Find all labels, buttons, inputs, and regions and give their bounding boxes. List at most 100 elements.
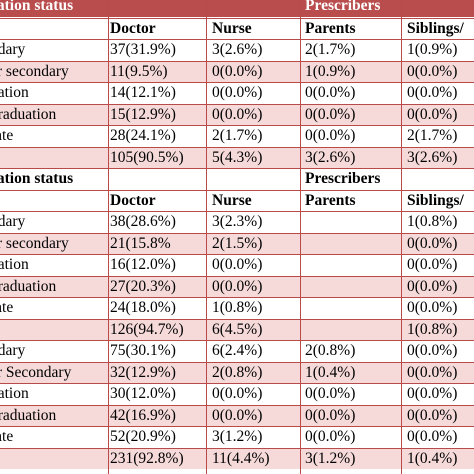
table-cell: 0(0.0%) xyxy=(407,234,458,252)
table-cell: Parents xyxy=(305,19,356,37)
row-label-cell: uation xyxy=(0,256,29,273)
table-cell: 1(0.4%) xyxy=(407,449,458,467)
table-cell: Doctor xyxy=(110,191,156,209)
table-cell: 5(4.3%) xyxy=(212,148,263,166)
row-label-cell: graduation xyxy=(0,406,57,424)
row-label-cell: rate xyxy=(0,428,14,445)
table-cell: 2(0.8%) xyxy=(212,363,263,381)
table-cell: 1(0.8%) xyxy=(212,299,263,316)
table-cell: 105(90.5%) xyxy=(110,148,184,166)
table-cell: 32(12.9%) xyxy=(110,363,176,381)
table-cell: Prescribers xyxy=(305,170,381,187)
table-cell: Nurse xyxy=(212,19,252,37)
table-cell: 0(0.0%) xyxy=(305,105,356,123)
table-row: er secondary 11(9.5%) 0(0.0%) 1(0.9%) 0(0.0%… xyxy=(0,60,474,82)
row-label-cell: ndary xyxy=(0,342,26,359)
table-row: rate 52(20.9%) 3(1.2%) 0(0.0%) 0(0.0%) xyxy=(0,426,474,447)
table-cell: 3(1.2%) xyxy=(305,449,356,467)
table-cell: 14(12.1%) xyxy=(110,84,176,101)
table-cell: 0(0.0%) xyxy=(407,406,458,424)
table-cell: 1(0.4%) xyxy=(305,363,356,381)
table-cell: 126(94.7%) xyxy=(110,320,184,338)
row-label-cell: rate xyxy=(0,299,14,316)
table-cell: 0(0.0%) xyxy=(407,342,458,359)
table-cell: 2(1.7%) xyxy=(305,41,356,58)
row-label-cell: graduation xyxy=(0,277,57,295)
table-row: er secondary 21(15.8% 2(1.5%) 0(0.0%) xyxy=(0,232,474,254)
table-row: ndary 75(30.1%) 6(2.4%) 2(0.8%) 0(0.0%) xyxy=(0,340,474,361)
table-cell: Prescribers xyxy=(305,0,381,14)
table-cell: 0(0.0%) xyxy=(212,84,263,101)
table-cell: 24(18.0%) xyxy=(110,299,176,316)
table-cell: 0(0.0%) xyxy=(407,363,458,381)
table-row: uation 30(12.0%) 0(0.0%) 0(0.0%) 0(0.0%) xyxy=(0,383,474,404)
table-row: graduation 15(12.9%) 0(0.0%) 0(0.0%) 0(0.0%) xyxy=(0,103,474,125)
table-cell: Siblings/ xyxy=(407,19,464,37)
table-cell: 0(0.0%) xyxy=(212,62,263,80)
row-label-cell: graduation xyxy=(0,105,57,123)
row-label-cell: er Secondary xyxy=(0,363,72,381)
table-row: ndary 37(31.9%) 3(2.6%) 2(1.7%) 1(0.9%) xyxy=(0,39,474,60)
table-cell: 11(4.4%) xyxy=(212,449,270,467)
table-cell: 1(0.8%) xyxy=(407,320,458,338)
table-cell: 0(0.0%) xyxy=(305,406,356,424)
table-cell: 3(2.6%) xyxy=(305,148,356,166)
table-row: Doctor Nurse Parents Siblings/ xyxy=(0,17,474,39)
table-cell: 2(1.5%) xyxy=(212,234,263,252)
table-row: 231(92.8%) 11(4.4%) 3(1.2%) 1(0.4%) xyxy=(0,447,474,469)
table-cell: 0(0.0%) xyxy=(407,428,458,445)
table-row: 105(90.5%) 5(4.3%) 3(2.6%) 3(2.6%) xyxy=(0,146,474,168)
table-cell: 0(0.0%) xyxy=(407,105,458,123)
table-cell: 0(0.0%) xyxy=(407,385,458,402)
table-cell: 3(1.2%) xyxy=(212,428,263,445)
table-cell: Doctor xyxy=(110,19,156,37)
table-cell: Nurse xyxy=(212,191,252,209)
table-row: uation 14(12.1%) 0(0.0%) 0(0.0%) 0(0.0%) xyxy=(0,82,474,103)
table-row: cation status Prescribers xyxy=(0,168,474,189)
table-cell: 1(0.9%) xyxy=(305,62,356,80)
table-cell: 28(24.1%) xyxy=(110,127,176,144)
table-row: ndary 38(28.6%) 3(2.3%) 1(0.8%) xyxy=(0,211,474,232)
table-row: uation 16(12.0%) 0(0.0%) 0(0.0%) xyxy=(0,254,474,275)
row-label-cell: er secondary xyxy=(0,62,69,80)
column-divider xyxy=(108,0,109,474)
table-row: er Secondary 32(12.9%) 2(0.8%) 1(0.4%) 0(0.0… xyxy=(0,361,474,383)
table-cell: 0(0.0%) xyxy=(305,84,356,101)
table-cell: 37(31.9%) xyxy=(110,41,176,58)
table-cell: 0(0.0%) xyxy=(212,105,263,123)
table-cell: 21(15.8% xyxy=(110,234,171,252)
row-label-cell: ndary xyxy=(0,213,26,230)
table-cell: 0(0.0%) xyxy=(407,277,458,295)
table-cell: 30(12.0%) xyxy=(110,385,176,402)
table-cell: 1(0.8%) xyxy=(407,213,458,230)
table-cell: 0(0.0%) xyxy=(305,385,356,402)
table-row: rate 28(24.1%) 2(1.7%) 0(0.0%) 2(1.7%) xyxy=(0,125,474,146)
table-cell: 16(12.0%) xyxy=(110,256,176,273)
table-cell: 1(0.9%) xyxy=(407,41,458,58)
table-cell: 3(2.6%) xyxy=(212,41,263,58)
row-label-cell: cation status xyxy=(0,0,74,14)
table-cell: 0(0.0%) xyxy=(407,256,458,273)
table-cell: 11(9.5%) xyxy=(110,62,168,80)
table-cell: 0(0.0%) xyxy=(305,428,356,445)
row-label-cell: uation xyxy=(0,385,29,402)
table-cell: 0(0.0%) xyxy=(407,62,458,80)
table-row: graduation 27(20.3%) 0(0.0%) 0(0.0%) xyxy=(0,275,474,297)
row-label-cell: cation status xyxy=(0,170,74,187)
table-cell: 2(1.7%) xyxy=(407,127,458,144)
column-divider xyxy=(300,0,301,474)
table-cell: 0(0.0%) xyxy=(212,385,263,402)
table-cell: 15(12.9%) xyxy=(110,105,176,123)
table-cell: Siblings/ xyxy=(407,191,464,209)
table-cell: 6(4.5%) xyxy=(212,320,263,338)
table-cell: 0(0.0%) xyxy=(407,84,458,101)
table-cell: 0(0.0%) xyxy=(212,256,263,273)
table-cell: Parents xyxy=(305,191,356,209)
table-row: Doctor Nurse Parents Siblings/ xyxy=(0,189,474,211)
column-divider xyxy=(206,0,207,474)
table-row: 126(94.7%) 6(4.5%) 1(0.8%) xyxy=(0,318,474,340)
table-header-row: cation status Prescribers xyxy=(0,0,474,17)
table-cell: 27(20.3%) xyxy=(110,277,176,295)
table-cell: 2(1.7%) xyxy=(212,127,263,144)
